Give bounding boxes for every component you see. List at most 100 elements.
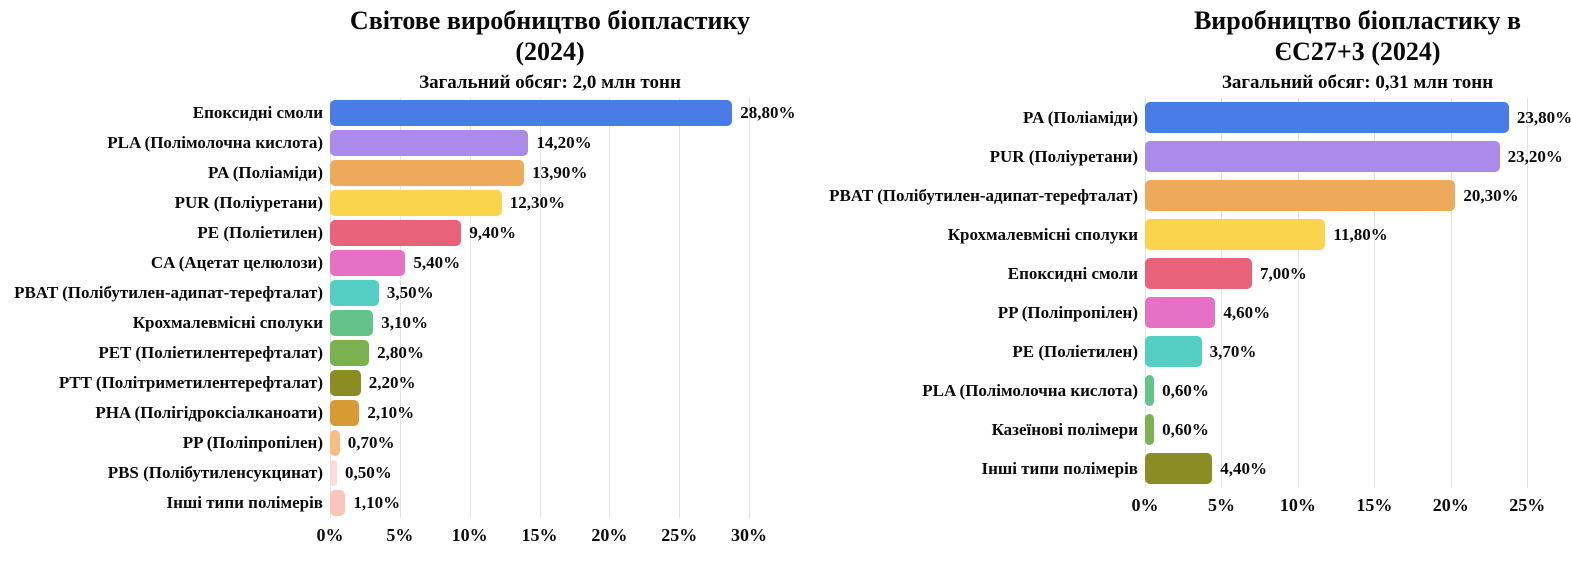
bar xyxy=(330,220,462,246)
category-label: Інші типи полімерів xyxy=(166,493,323,512)
value-label: 12,30% xyxy=(509,193,566,212)
value-label: 2,20% xyxy=(368,373,416,392)
x-tick-label: 15% xyxy=(521,525,558,545)
bar-track: 23,80% xyxy=(1145,102,1571,133)
chart-title-line-2: (2024) xyxy=(515,36,585,66)
bar xyxy=(330,400,360,426)
bar xyxy=(330,490,346,516)
category-label: PBAT (Полібутилен-адипат-терефталат) xyxy=(829,185,1138,205)
category-label: PLA (Полімолочна кислота) xyxy=(922,380,1138,400)
chart-title: Світове виробництво біопластику (2024) xyxy=(330,6,770,67)
x-tick-label: 20% xyxy=(1432,495,1469,515)
bar-track: 12,30% xyxy=(330,190,770,216)
bar-row: CA (Ацетат целюлози) 5,40% xyxy=(0,248,770,278)
gridline xyxy=(679,98,681,518)
bar-rows: Епоксидні смоли 28,80% PLA (Полімолочна ки… xyxy=(0,98,796,518)
bar-track: 13,90% xyxy=(330,160,770,186)
chart-subtitle: Загальний обсяг: 2,0 млн тонн xyxy=(419,72,681,94)
grid-layer xyxy=(1145,98,1570,488)
bar-row: PTT (Політриметилентерефталат) 2,20% xyxy=(0,368,770,398)
x-axis: 0% 5% 10% 15% 20% 25% xyxy=(1132,488,1570,520)
gridline xyxy=(1374,98,1376,488)
category-label: PE (Поліетилен) xyxy=(197,223,323,242)
x-tick-label: 10% xyxy=(451,525,488,545)
bar-row: PBAT (Полібутилен-адипат-терефталат) 20,3… xyxy=(800,176,1570,215)
bar xyxy=(330,340,370,366)
value-label: 0,60% xyxy=(1162,419,1209,439)
x-tick-label: 30% xyxy=(731,525,768,545)
bar-row: PA (Поліаміди) 23,80% xyxy=(800,98,1571,137)
eu-production-chart: Виробництво біопластику в ЄС27+3 (2024) … xyxy=(800,0,1571,575)
category-label: Крохмалевмісні сполуки xyxy=(132,313,323,332)
bar-track: 11,80% xyxy=(1145,219,1570,250)
bar-track: 9,40% xyxy=(330,220,770,246)
value-label: 3,50% xyxy=(386,283,434,302)
bar-track: 4,40% xyxy=(1145,453,1570,484)
bar-track: 3,50% xyxy=(330,280,770,306)
category-label: PA (Поліаміди) xyxy=(208,163,323,182)
bar-row: PP (Поліпропілен) 0,70% xyxy=(0,428,770,458)
bar-track: 14,20% xyxy=(330,130,770,156)
category-label: PET (Поліетилентерефталат) xyxy=(98,343,323,362)
bar-row: PET (Поліетилентерефталат) 2,80% xyxy=(0,338,770,368)
bar-row: Крохмалевмісні сполуки 11,80% xyxy=(800,215,1570,254)
bar xyxy=(1145,141,1500,172)
value-label: 5,40% xyxy=(413,253,461,272)
category-label: PP (Поліпропілен) xyxy=(997,302,1138,322)
bar-track: 23,20% xyxy=(1145,141,1570,172)
value-label: 11,80% xyxy=(1333,224,1388,244)
bar-track: 2,10% xyxy=(330,400,770,426)
bar xyxy=(1145,297,1216,328)
x-tick-label: 10% xyxy=(1279,495,1316,515)
bar-track: 0,70% xyxy=(330,430,770,456)
x-tick-label: 15% xyxy=(1356,495,1393,515)
bar-track: 5,40% xyxy=(330,250,770,276)
category-label: PLA (Полімолочна кислота) xyxy=(107,133,323,152)
bar-track: 0,60% xyxy=(1145,375,1570,406)
category-label: PTT (Політриметилентерефталат) xyxy=(58,373,323,392)
chart-header: Світове виробництво біопластику (2024) З… xyxy=(330,0,770,98)
x-tick-label: 5% xyxy=(1207,495,1235,515)
x-axis: 0% 5% 10% 15% 20% 25% 30% xyxy=(317,518,770,550)
category-label: Інші типи полімерів xyxy=(981,458,1138,478)
bar-row: PUR (Поліуретани) 23,20% xyxy=(800,137,1570,176)
bar xyxy=(1145,258,1252,289)
bar-row: PUR (Поліуретани) 12,30% xyxy=(0,188,770,218)
x-tick-label: 0% xyxy=(1131,495,1159,515)
gridline xyxy=(1221,98,1223,488)
world-production-chart: Світове виробництво біопластику (2024) З… xyxy=(0,0,796,550)
x-tick-label: 20% xyxy=(591,525,628,545)
x-tick-label: 0% xyxy=(316,525,344,545)
category-label: Казеїнові полімери xyxy=(991,419,1138,439)
gridline xyxy=(1527,98,1529,488)
category-label: PBAT (Полібутилен-адипат-терефталат) xyxy=(14,283,323,302)
category-label: PE (Поліетилен) xyxy=(1012,341,1138,361)
value-label: 4,60% xyxy=(1223,302,1271,322)
value-label: 23,80% xyxy=(1516,107,1571,127)
category-label: Епоксидні смоли xyxy=(1007,263,1138,283)
value-label: 2,80% xyxy=(377,343,424,362)
category-label: PUR (Поліуретани) xyxy=(174,193,323,212)
bar-row: Епоксидні смоли 28,80% xyxy=(0,98,796,128)
bar xyxy=(330,190,502,216)
bar-track: 3,10% xyxy=(330,310,770,336)
gridline xyxy=(1297,98,1299,488)
plot-area: Епоксидні смоли 28,80% PLA (Полімолочна ки… xyxy=(0,98,796,518)
gridline xyxy=(399,98,401,518)
bar-track: 20,30% xyxy=(1145,180,1570,211)
value-label: 2,10% xyxy=(367,403,415,422)
category-label: PP (Поліпропілен) xyxy=(182,433,323,452)
bar-row: PBAT (Полібутилен-адипат-терефталат) 3,50… xyxy=(0,278,770,308)
chart-title-line-2: ЄС27+3 (2024) xyxy=(1274,36,1441,66)
category-label: PHA (Полігідроксіалканоати) xyxy=(95,403,323,422)
bar xyxy=(1145,414,1155,445)
gridline xyxy=(749,98,751,518)
x-tick-label: 25% xyxy=(661,525,698,545)
bar xyxy=(330,130,529,156)
bar-row: PLA (Полімолочна кислота) 0,60% xyxy=(800,371,1570,410)
bar xyxy=(1145,219,1326,250)
bar-row: PBS (Полібутиленсукцинат) 0,50% xyxy=(0,458,770,488)
bar-track: 2,80% xyxy=(330,340,770,366)
grid-layer xyxy=(330,98,770,518)
bar-row: PHA (Полігідроксіалканоати) 2,10% xyxy=(0,398,770,428)
